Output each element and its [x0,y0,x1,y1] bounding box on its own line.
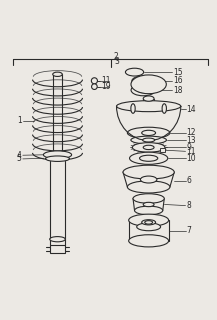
Text: 8: 8 [187,201,191,210]
Text: 11: 11 [187,147,196,156]
Text: 2: 2 [114,52,119,61]
Ellipse shape [133,194,164,203]
Bar [50,245,65,253]
Ellipse shape [137,223,161,231]
Text: 11: 11 [101,76,110,85]
Ellipse shape [132,143,165,152]
Text: 13: 13 [187,136,196,145]
Text: 3: 3 [114,57,119,67]
Ellipse shape [46,156,69,161]
Text: 18: 18 [173,86,183,95]
Text: 16: 16 [173,76,183,85]
Ellipse shape [131,104,135,113]
Ellipse shape [131,84,155,96]
Ellipse shape [91,78,97,84]
Text: 14: 14 [187,105,196,114]
Ellipse shape [125,68,144,76]
Ellipse shape [142,130,156,135]
Ellipse shape [123,165,174,179]
Text: 9: 9 [187,143,191,152]
Ellipse shape [138,88,149,93]
Ellipse shape [117,101,181,112]
Ellipse shape [129,235,169,247]
Ellipse shape [143,145,154,149]
Ellipse shape [50,236,65,242]
Ellipse shape [140,155,158,161]
Text: 6: 6 [187,176,191,185]
Text: 19: 19 [101,82,110,91]
Ellipse shape [143,96,154,101]
Ellipse shape [53,72,62,76]
Text: 4: 4 [17,151,22,160]
Ellipse shape [131,75,166,94]
Text: 1: 1 [17,116,22,125]
Ellipse shape [92,84,97,90]
Ellipse shape [142,220,156,225]
Bar [160,148,165,152]
Ellipse shape [140,176,157,183]
Ellipse shape [162,104,166,113]
Text: 7: 7 [187,226,191,235]
Ellipse shape [129,214,169,226]
Ellipse shape [131,136,166,144]
Ellipse shape [143,138,155,142]
Ellipse shape [145,221,153,224]
Text: 15: 15 [173,68,183,76]
Ellipse shape [132,76,155,85]
Ellipse shape [130,152,168,164]
Ellipse shape [127,127,170,139]
Text: 12: 12 [187,128,196,137]
Ellipse shape [43,151,72,159]
Ellipse shape [143,202,154,207]
Ellipse shape [138,79,148,83]
Ellipse shape [127,181,170,193]
Text: 10: 10 [187,154,196,163]
Ellipse shape [135,206,163,215]
Text: 5: 5 [17,155,22,164]
